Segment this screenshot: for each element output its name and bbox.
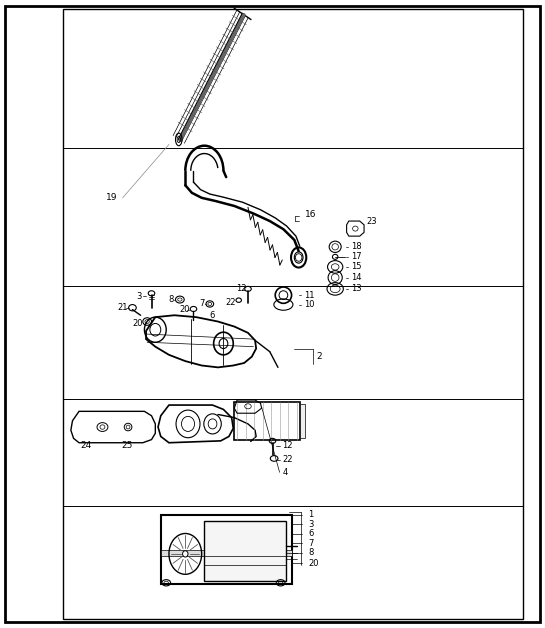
Text: 12: 12 xyxy=(235,284,246,293)
Text: 22: 22 xyxy=(282,455,293,464)
Bar xyxy=(234,402,300,440)
Bar xyxy=(63,9,523,619)
Text: 23: 23 xyxy=(366,217,377,225)
Bar xyxy=(161,515,292,584)
Text: 24: 24 xyxy=(81,441,92,450)
Text: 21: 21 xyxy=(117,303,128,312)
Text: 17: 17 xyxy=(352,252,362,261)
Text: 7: 7 xyxy=(308,539,313,548)
Bar xyxy=(300,404,305,438)
Circle shape xyxy=(295,254,302,261)
Text: 20: 20 xyxy=(179,305,190,314)
Text: 22: 22 xyxy=(226,298,237,306)
Text: 25: 25 xyxy=(121,441,132,450)
Text: 18: 18 xyxy=(352,242,362,251)
Text: 14: 14 xyxy=(352,273,362,282)
Bar xyxy=(161,550,292,556)
Text: 15: 15 xyxy=(352,263,362,271)
Circle shape xyxy=(183,551,188,557)
Text: 7: 7 xyxy=(199,300,204,308)
Text: 13: 13 xyxy=(352,284,362,293)
Text: 1: 1 xyxy=(308,511,313,519)
Text: 16: 16 xyxy=(305,210,317,219)
Bar xyxy=(204,521,286,581)
Text: 8: 8 xyxy=(308,548,313,557)
Text: 3: 3 xyxy=(308,520,313,529)
Text: 6: 6 xyxy=(308,529,313,538)
Text: 19: 19 xyxy=(106,193,118,202)
Text: 2: 2 xyxy=(316,352,322,361)
Text: 20: 20 xyxy=(308,559,318,568)
Text: 8: 8 xyxy=(168,295,174,304)
Text: 12: 12 xyxy=(282,441,293,450)
Text: 20: 20 xyxy=(132,319,143,328)
Text: 11: 11 xyxy=(304,291,314,300)
Text: 6: 6 xyxy=(210,311,215,320)
Text: 10: 10 xyxy=(304,300,314,309)
Text: 4: 4 xyxy=(282,468,288,477)
Text: 3: 3 xyxy=(136,292,142,301)
